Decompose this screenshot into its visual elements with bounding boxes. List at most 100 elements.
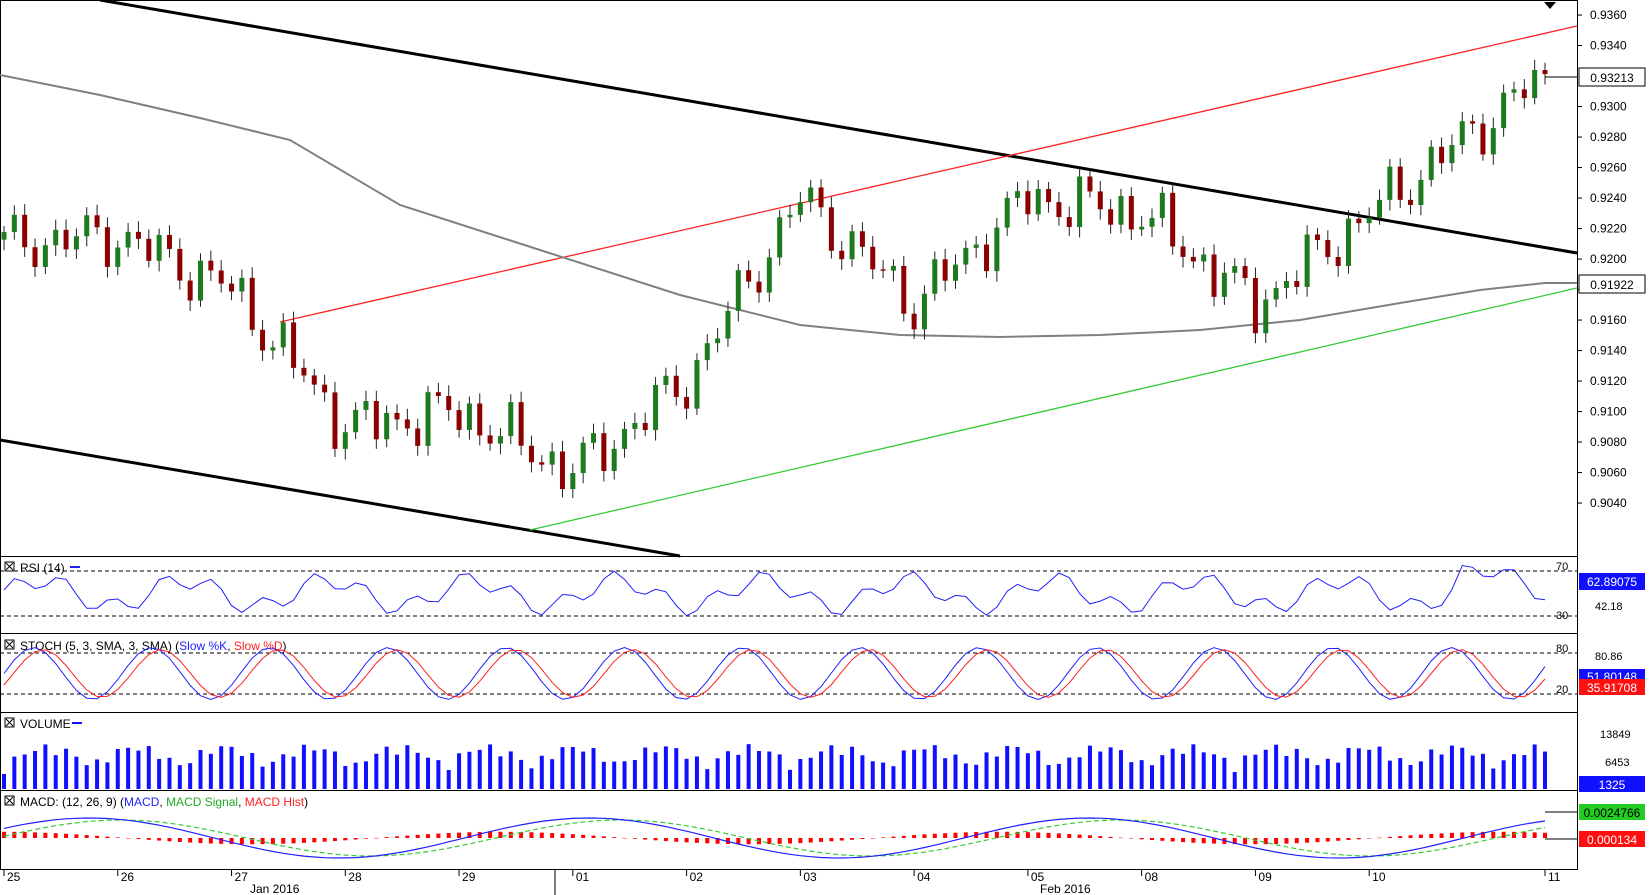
volume-bar <box>1429 749 1434 789</box>
macd-hist-bar <box>332 838 337 842</box>
macd-hist-bar <box>467 832 472 838</box>
price-panel[interactable]: 0.9360 0.9340 0.9300 0.9280 0.9260 0.9240 0.92… <box>0 0 1646 558</box>
macd-hist-bar <box>539 832 544 838</box>
scroll-marker-icon[interactable] <box>1544 2 1556 9</box>
macd-hist-bar <box>167 838 172 842</box>
volume-bar <box>694 756 699 789</box>
candle-bear <box>291 322 297 368</box>
volume-bar <box>1387 760 1392 789</box>
candle-bear <box>984 244 990 272</box>
candle-bull <box>1263 299 1269 334</box>
volume-bar <box>684 758 689 789</box>
volume-bar <box>291 756 296 789</box>
candle-bear <box>63 229 69 250</box>
time-tick-label: 25 <box>7 870 21 884</box>
volume-bar <box>1046 765 1051 789</box>
macd-hist-bar <box>1015 831 1020 838</box>
volume-bar <box>2 774 6 789</box>
candle-bull <box>425 392 431 446</box>
macd-hist-bar <box>270 838 275 844</box>
macd-panel[interactable]: MACD: (12, 26, 9) (MACD, MACD Signal, MA… <box>2 795 1645 859</box>
price-tick-label: 0.9280 <box>1590 130 1627 144</box>
candle-bear <box>487 435 493 444</box>
macd-hist-bar <box>560 833 565 838</box>
volume-bar <box>22 754 27 789</box>
time-tick-label: 10 <box>1372 870 1386 884</box>
volume-panel[interactable]: VOLUME 13849 6453 1325 <box>2 717 1645 792</box>
ma-badge: 0.91922 <box>1578 274 1646 294</box>
volume-bar <box>1139 760 1144 789</box>
candle-bear <box>818 187 824 208</box>
macd-hist-bar <box>477 831 482 838</box>
candle-bull <box>994 227 1000 272</box>
macd-close-x-icon <box>5 796 14 805</box>
volume-current-label: 1325 <box>1599 778 1626 792</box>
stoch-axis-label: 80.86 <box>1595 651 1623 663</box>
candle-bear <box>404 419 410 429</box>
stoch-panel[interactable]: STOCH (5, 3, SMA, 3, SMA) (Slow %K, Slow… <box>0 639 1645 701</box>
volume-bar <box>167 757 172 789</box>
macd-hist-bar <box>343 838 348 841</box>
candle-bear <box>1356 218 1362 224</box>
volume-bar <box>850 746 855 789</box>
candle-bull <box>1221 272 1227 297</box>
volume-bar <box>405 745 410 789</box>
macd-hist-bar <box>1046 832 1051 838</box>
macd-hist-bar <box>1429 833 1434 838</box>
volume-bar <box>1201 752 1206 789</box>
lower-channel-line <box>0 438 681 558</box>
volume-bar <box>239 756 244 789</box>
time-tick-label: 01 <box>576 870 590 884</box>
candle-bear <box>942 259 948 281</box>
volume-bar <box>126 747 131 789</box>
macd-hist-bar <box>12 831 17 838</box>
candle-bear <box>601 433 607 471</box>
candle-bull <box>198 260 204 301</box>
candle-bear <box>673 375 679 397</box>
stoch-title: STOCH (5, 3, SMA, 3, SMA) (Slow %K, Slow… <box>20 639 287 653</box>
candle-bull <box>808 187 814 203</box>
macd-hist-bar <box>870 838 875 839</box>
macd-hist-bar <box>1491 831 1496 838</box>
macd-hist-bar <box>1315 838 1320 843</box>
macd-title: MACD: (12, 26, 9) (MACD, MACD Signal, MA… <box>20 795 308 809</box>
macd-hist-bar <box>1367 838 1372 839</box>
candle-bull <box>580 442 586 474</box>
time-tick-label: 26 <box>121 870 135 884</box>
candle-bear <box>187 280 193 301</box>
last-price-badge: 0.93213 <box>1578 67 1646 87</box>
macd-hist-bar <box>860 838 865 839</box>
macd-hist-bar <box>208 838 213 844</box>
candle-bear <box>1521 89 1527 99</box>
volume-bar <box>1491 768 1496 789</box>
rsi-panel[interactable]: RSI (14) 70 30 42.18 62.89075 <box>0 561 1645 622</box>
candle-bear <box>104 227 110 267</box>
time-axis: 25 26 27 28 29 01 02 03 04 05 08 09 10 11 Jan 2016 Feb … <box>3 870 1561 895</box>
volume-bars <box>2 744 1547 789</box>
candle-bull <box>508 402 514 437</box>
candle-bull <box>1511 89 1517 93</box>
candle-bull <box>921 293 927 330</box>
candle-bull <box>363 401 369 410</box>
volume-bar <box>1087 745 1092 789</box>
macd-hist-bar <box>1139 838 1144 840</box>
candle-bull <box>1345 218 1351 267</box>
macd-hist-bar <box>363 838 368 839</box>
volume-bar <box>550 759 555 789</box>
candle-bear <box>1180 246 1186 257</box>
price-tick-label: 0.9260 <box>1590 161 1627 175</box>
volume-bar <box>1460 747 1465 789</box>
volume-bar <box>457 753 462 789</box>
macd-hist-bar <box>622 837 627 839</box>
macd-hist-bar <box>1511 831 1516 838</box>
candle-bull <box>787 214 793 218</box>
macd-hist-bar <box>1480 831 1485 838</box>
volume-bar <box>1398 758 1403 789</box>
rsi-current-label: 62.89075 <box>1587 575 1637 589</box>
volume-bar <box>374 753 379 789</box>
volume-bar <box>1543 751 1547 789</box>
macd-hist-bar <box>260 838 265 845</box>
volume-bar <box>891 766 896 789</box>
candle-bear <box>684 396 690 409</box>
